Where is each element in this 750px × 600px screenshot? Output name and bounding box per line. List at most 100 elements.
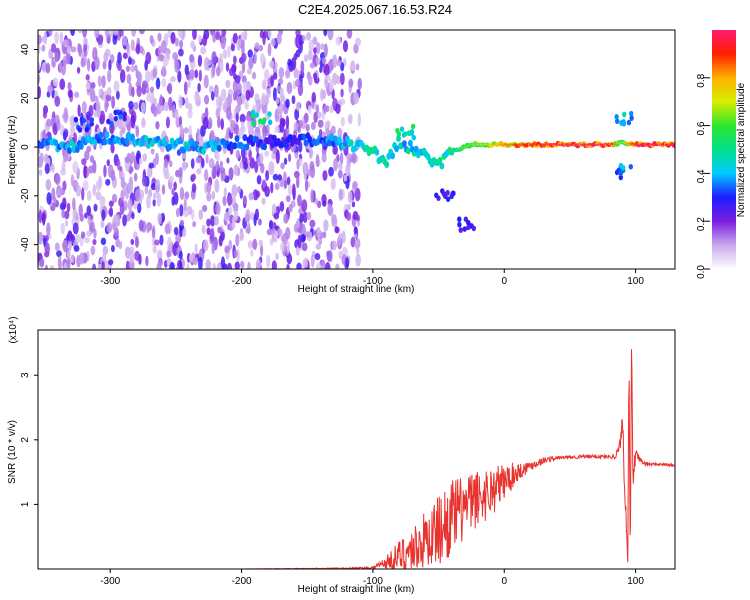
spectrogram-cell xyxy=(139,30,145,35)
spectrogram-cell xyxy=(244,143,250,151)
spectrogram-cell xyxy=(194,69,199,79)
spectrogram-cell xyxy=(218,97,223,107)
spectrogram-cell xyxy=(70,30,76,37)
spectrogram-cell xyxy=(68,230,73,242)
spectrogram-cell xyxy=(211,240,215,255)
spectrogram-cell xyxy=(166,250,171,258)
spectrogram-cell xyxy=(308,39,315,52)
spectrogram-cell xyxy=(250,249,254,257)
spectrogram-cell xyxy=(254,42,260,50)
spectrogram-cell xyxy=(50,265,55,269)
spectrogram-cell xyxy=(457,216,462,223)
spectrogram-cell xyxy=(98,131,104,139)
spectrogram-cell xyxy=(108,206,114,218)
spectrogram-cell xyxy=(618,174,623,181)
spectrogram-cell xyxy=(269,60,275,69)
spectrogram-cell xyxy=(244,100,249,110)
spectrogram-cell xyxy=(164,101,169,112)
spectrogram-cell xyxy=(187,109,193,119)
spectrogram-cell xyxy=(340,116,345,127)
spectrogram-cell xyxy=(332,54,338,68)
spectrogram-cell xyxy=(285,115,290,130)
spectrogram-cell xyxy=(142,80,148,89)
spectrogram-cell xyxy=(248,134,254,142)
spectrogram-cell xyxy=(130,133,135,141)
spectrogram-cell xyxy=(41,211,46,224)
spectrogram-cell xyxy=(107,86,112,96)
spectrogram-cell xyxy=(322,231,327,239)
spectrogram-cell xyxy=(152,192,157,200)
spectrogram-cell xyxy=(277,174,283,181)
snr-x-ticks: -300 -200 -100 0 100 xyxy=(100,569,644,587)
spectrogram-cell xyxy=(121,35,128,47)
spectrogram-cell xyxy=(60,222,65,235)
spectrogram-cell xyxy=(89,117,95,123)
spectrogram-cell xyxy=(215,151,220,163)
spectrogram-cell xyxy=(140,101,146,114)
spectrogram-cell xyxy=(197,54,203,67)
spectrogram-cell xyxy=(45,178,52,191)
spectrogram-cell xyxy=(221,30,227,37)
spectrogram-cell xyxy=(177,70,182,83)
spectrogram-cell xyxy=(354,239,360,250)
spectrogram-cell xyxy=(61,159,66,172)
spectrogram-cell xyxy=(95,180,101,192)
spectrogram-cell xyxy=(287,133,293,141)
spectrogram-cell xyxy=(208,139,214,147)
spectrogram-cell xyxy=(90,81,96,89)
spectrogram-cell xyxy=(135,43,141,55)
spectrogram-cell xyxy=(77,30,83,34)
spectrogram-cell xyxy=(259,52,265,65)
spectrogram-cell xyxy=(84,212,88,219)
spectrogram-cell xyxy=(94,30,100,39)
spectrogram-cell xyxy=(62,149,69,163)
spectrogram-cell xyxy=(63,262,68,269)
spectrogram-cell xyxy=(197,34,202,43)
spectrogram-cell xyxy=(334,226,340,234)
spectrogram-cell xyxy=(271,260,277,269)
spectrogram-cell xyxy=(159,105,165,112)
spectrogram-cell xyxy=(95,191,102,201)
spectrogram-cell xyxy=(310,254,315,268)
spectrogram-cell xyxy=(81,101,87,114)
spectrogram-cell xyxy=(187,102,193,113)
spectrogram-cell xyxy=(171,196,176,206)
spectrogram-cell xyxy=(174,108,179,120)
spectrogram-cell xyxy=(266,87,272,98)
spectrogram-cell xyxy=(177,137,183,145)
spectrogram-cell xyxy=(137,203,142,214)
spectrogram-cell xyxy=(209,158,214,167)
snr-x-tick-label: -300 xyxy=(100,576,120,587)
spectrogram-cell xyxy=(317,111,322,119)
spectrogram-cell xyxy=(220,34,227,45)
spectrogram-cell xyxy=(56,118,61,131)
spectrogram-cell xyxy=(66,45,71,55)
spectrogram-cell xyxy=(394,145,399,153)
spectrogram-cell xyxy=(614,118,620,125)
spectrogram-cell xyxy=(38,209,42,224)
spectrogram-cell xyxy=(228,206,233,215)
spectrogram-cell xyxy=(77,127,83,133)
spectrogram-cell xyxy=(130,65,136,73)
spectrogram-cell xyxy=(306,211,312,221)
spectrogram-cell xyxy=(331,240,337,251)
spectrogram-cell xyxy=(212,165,217,179)
spectrogram-cell xyxy=(618,170,623,177)
spectrogram-cell xyxy=(203,169,209,182)
spectrogram-cell xyxy=(355,37,361,47)
spectrogram-cell xyxy=(346,203,351,211)
spectrogram-cell xyxy=(286,176,291,186)
spectrogram-cell xyxy=(196,168,202,175)
spectrogram-cell xyxy=(223,187,228,198)
spectrogram-cell xyxy=(295,78,301,88)
spectrogram-cell xyxy=(63,39,69,48)
spectrogram-cell xyxy=(54,95,61,107)
spectrogram-cell xyxy=(116,158,121,171)
spectrogram-cell xyxy=(138,219,144,232)
spectrogram-cell xyxy=(254,112,260,118)
spectrogram-cell xyxy=(93,95,99,102)
spectrogram-cell xyxy=(296,158,300,170)
spectrogram-cell xyxy=(80,57,86,68)
spectrogram-cell xyxy=(407,139,413,147)
